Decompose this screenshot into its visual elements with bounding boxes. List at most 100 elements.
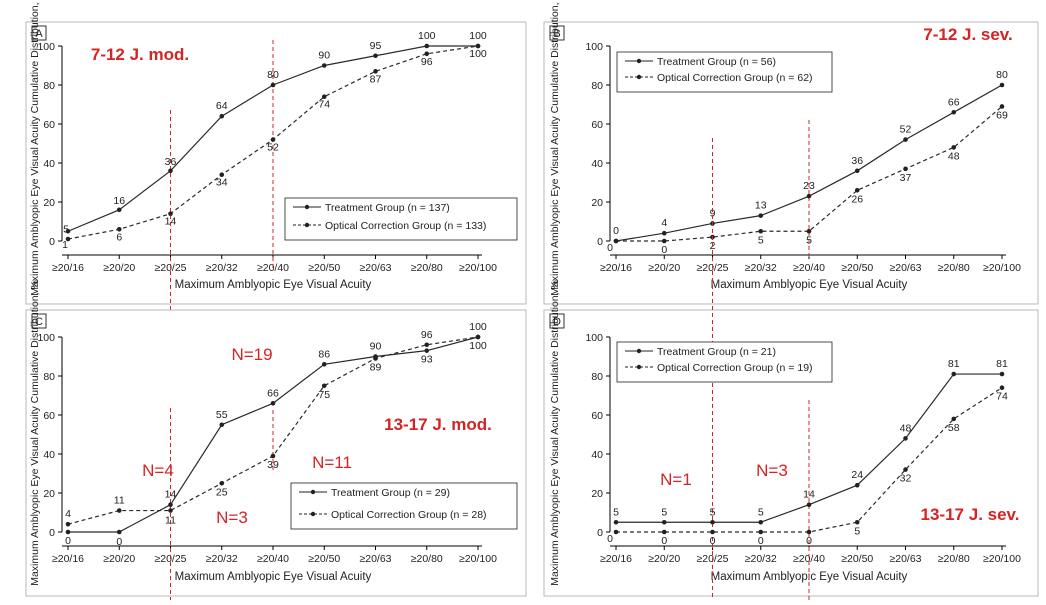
n-label: N=19 bbox=[231, 345, 272, 364]
data-point bbox=[854, 519, 860, 525]
data-point bbox=[951, 371, 957, 377]
data-point bbox=[903, 467, 908, 472]
legend-marker bbox=[636, 58, 642, 64]
data-point bbox=[854, 482, 860, 488]
y-tick-label: 80 bbox=[43, 371, 55, 383]
x-axis-label: Maximum Amblyopic Eye Visual Acuity bbox=[175, 279, 372, 291]
x-tick-label: ≥20/16 bbox=[52, 262, 84, 274]
x-tick-label: ≥20/63 bbox=[359, 262, 391, 274]
data-label: 5 bbox=[758, 234, 764, 246]
legend-marker bbox=[636, 348, 642, 354]
data-point bbox=[321, 362, 327, 367]
n-label: N=3 bbox=[756, 461, 788, 480]
data-point bbox=[219, 113, 225, 119]
data-label: 0 bbox=[661, 244, 667, 256]
legend-marker bbox=[636, 74, 642, 80]
panel-letter: B bbox=[553, 28, 560, 40]
legend-box bbox=[616, 341, 833, 383]
y-tick-label: 40 bbox=[591, 158, 603, 170]
data-point bbox=[424, 342, 430, 348]
data-label: 5 bbox=[710, 506, 716, 518]
data-label: 100 bbox=[418, 30, 436, 42]
legend-label: Treatment Group (n = 21) bbox=[657, 346, 776, 358]
data-label: 5 bbox=[613, 506, 619, 518]
legend-marker bbox=[636, 364, 642, 370]
data-label: 5 bbox=[854, 525, 860, 537]
data-point bbox=[475, 43, 481, 49]
data-point bbox=[116, 508, 122, 513]
data-label: 93 bbox=[421, 354, 433, 366]
legend-label: Optical Correction Group (n = 133) bbox=[325, 220, 486, 232]
data-point bbox=[661, 529, 667, 535]
data-point bbox=[903, 137, 908, 142]
data-point bbox=[661, 230, 667, 236]
data-label: 80 bbox=[267, 69, 279, 81]
data-label: 58 bbox=[948, 422, 960, 434]
data-point bbox=[424, 43, 430, 49]
data-point bbox=[219, 172, 225, 177]
data-label: 11 bbox=[114, 495, 125, 507]
data-point bbox=[661, 238, 667, 244]
data-label: 0 bbox=[607, 533, 613, 545]
panel-frame bbox=[25, 309, 527, 597]
data-point bbox=[951, 110, 957, 115]
y-axis-label: Maximum Amblyopic Eye Visual Acuity Cumu… bbox=[29, 0, 41, 296]
n-label: N=3 bbox=[216, 508, 248, 527]
data-label: 32 bbox=[900, 473, 912, 485]
data-label: 0 bbox=[613, 225, 619, 237]
data-label: 34 bbox=[216, 177, 228, 189]
legend-label: Treatment Group (n = 29) bbox=[331, 487, 450, 499]
panel-annotation: 13-17 J. sev. bbox=[921, 505, 1020, 524]
x-tick-label: ≥20/100 bbox=[983, 553, 1021, 565]
data-label: 0 bbox=[806, 535, 812, 547]
legend-label: Optical Correction Group (n = 28) bbox=[331, 509, 487, 521]
data-label: 48 bbox=[948, 150, 960, 162]
panel-annotation: 7-12 J. mod. bbox=[91, 45, 189, 64]
legend-marker bbox=[310, 511, 316, 517]
data-label: 100 bbox=[469, 321, 487, 333]
data-point bbox=[854, 188, 860, 193]
data-label: 81 bbox=[948, 358, 960, 370]
data-point bbox=[661, 519, 667, 525]
data-point bbox=[270, 82, 276, 88]
x-tick-label: ≥20/50 bbox=[308, 553, 340, 565]
data-point bbox=[999, 104, 1005, 109]
data-label: 100 bbox=[469, 340, 487, 352]
data-label: 0 bbox=[607, 242, 613, 254]
data-label: 96 bbox=[421, 56, 433, 68]
data-point bbox=[321, 94, 327, 99]
data-point bbox=[613, 238, 619, 244]
panel-letter: A bbox=[35, 28, 43, 40]
y-tick-label: 100 bbox=[37, 332, 55, 344]
legend: Treatment Group (n = 56) Optical Correcti… bbox=[616, 51, 833, 93]
data-point bbox=[373, 69, 378, 74]
x-axis-label: Maximum Amblyopic Eye Visual Acuity bbox=[175, 571, 372, 583]
legend: Treatment Group (n = 137) Optical Correct… bbox=[284, 197, 518, 241]
data-label: 14 bbox=[165, 489, 177, 501]
data-label: 0 bbox=[65, 535, 71, 547]
data-label: 37 bbox=[900, 172, 912, 184]
y-tick-label: 60 bbox=[591, 410, 603, 422]
y-tick-label: 20 bbox=[43, 488, 55, 500]
data-label: 5 bbox=[806, 234, 812, 246]
data-point bbox=[903, 436, 908, 441]
x-tick-label: ≥20/20 bbox=[648, 553, 680, 565]
y-tick-label: 40 bbox=[591, 449, 603, 461]
data-point bbox=[116, 207, 122, 213]
y-axis-label: Maximum Amblyopic Eye Visual Acuity Cumu… bbox=[549, 0, 561, 296]
y-tick-label: 80 bbox=[591, 371, 603, 383]
data-label: 95 bbox=[370, 40, 382, 52]
legend-box bbox=[616, 51, 833, 93]
x-tick-label: ≥20/40 bbox=[793, 553, 825, 565]
n-label: N=1 bbox=[660, 470, 692, 489]
y-tick-label: 60 bbox=[43, 410, 55, 422]
x-tick-label: ≥20/63 bbox=[889, 262, 921, 274]
data-point bbox=[219, 422, 225, 428]
x-tick-label: ≥20/100 bbox=[459, 553, 497, 565]
x-tick-label: ≥20/100 bbox=[459, 262, 497, 274]
data-label: 36 bbox=[851, 155, 863, 167]
data-point bbox=[999, 385, 1005, 391]
data-point bbox=[168, 508, 173, 513]
x-tick-label: ≥20/32 bbox=[206, 553, 238, 565]
